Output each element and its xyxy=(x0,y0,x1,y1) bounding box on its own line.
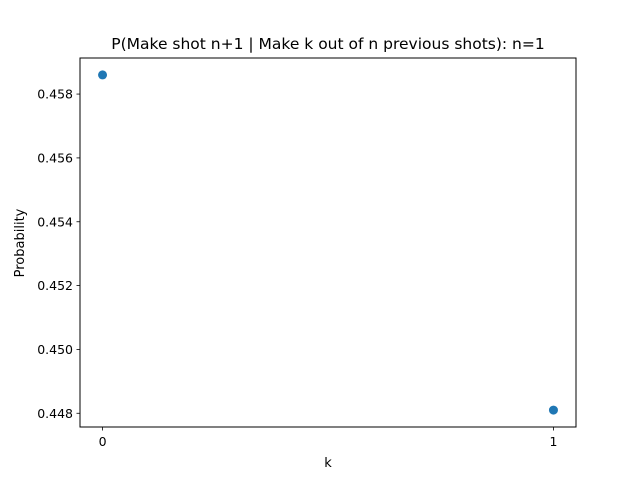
plot-area-frame xyxy=(79,57,577,428)
y-axis: 0.448 0.450 0.452 0.454 0.456 0.458 xyxy=(37,87,80,421)
y-tick-label: 0.458 xyxy=(37,87,73,102)
y-tick-label: 0.448 xyxy=(37,406,73,421)
data-point xyxy=(548,405,558,415)
y-tick-label: 0.454 xyxy=(37,214,73,229)
chart-title: P(Make shot n+1 | Make k out of n previo… xyxy=(111,35,544,53)
data-points xyxy=(98,70,558,415)
x-axis-label: k xyxy=(324,456,332,471)
x-tick-label: 1 xyxy=(549,434,557,449)
y-tick-label: 0.452 xyxy=(37,278,73,293)
y-axis-label: Probability xyxy=(13,208,28,277)
data-point xyxy=(98,70,108,80)
y-tick-label: 0.456 xyxy=(37,150,73,165)
y-tick-label: 0.450 xyxy=(37,342,73,357)
x-tick-label: 0 xyxy=(99,434,107,449)
